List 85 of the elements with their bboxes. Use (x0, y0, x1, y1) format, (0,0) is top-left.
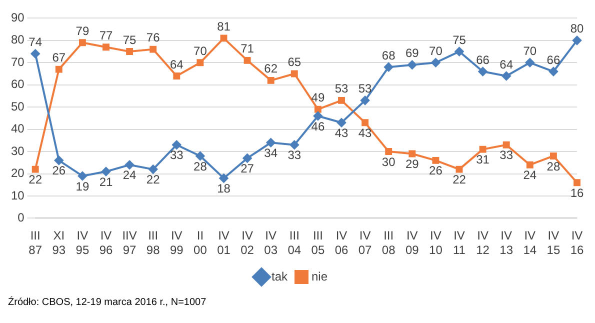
y-tick-label: 10 (10, 188, 25, 202)
legend-label: tak (271, 269, 288, 284)
x-tick-label: IV 06 (334, 228, 348, 258)
x-tick-label: IV 13 (500, 228, 514, 258)
data-label: 71 (240, 42, 254, 56)
data-label: 24 (523, 168, 537, 182)
data-label: 33 (500, 148, 514, 162)
data-label: 70 (194, 44, 208, 58)
data-label: 64 (170, 57, 184, 72)
data-label: 53 (334, 82, 348, 96)
data-label: 53 (358, 82, 372, 96)
x-tick-label: IV 02 (240, 228, 254, 258)
y-tick-label: 50 (10, 99, 25, 114)
data-label: 18 (217, 182, 231, 196)
data-label: 19 (76, 179, 90, 194)
y-tick-label: 0 (18, 210, 25, 225)
data-label: 21 (99, 174, 113, 189)
x-tick-label: IV 11 (453, 228, 466, 258)
x-tick-label: IV 15 (546, 228, 560, 258)
data-label: 28 (546, 159, 560, 174)
data-label: 33 (170, 148, 184, 162)
data-label: 24 (122, 168, 137, 182)
data-label: 26 (52, 164, 66, 178)
data-label: 22 (452, 172, 466, 187)
data-label: 75 (452, 32, 466, 47)
data-label: 70 (429, 44, 443, 58)
data-label: 43 (358, 126, 372, 140)
data-label: 75 (122, 32, 137, 47)
data-label: 29 (405, 157, 420, 172)
x-tick-label: IV 96 (99, 228, 113, 258)
data-label: 33 (288, 148, 302, 162)
data-label: 77 (99, 28, 113, 42)
x-tick-label: IV 07 (358, 228, 372, 258)
x-tick-label: XI 93 (52, 228, 66, 258)
data-label: 46 (311, 119, 325, 134)
data-label: 68 (382, 48, 396, 62)
data-label: 16 (570, 186, 584, 200)
y-tick-label: 20 (10, 166, 25, 180)
x-tick-label: IV 03 (264, 228, 278, 258)
data-label: 79 (76, 24, 90, 38)
y-tick-label: 70 (10, 54, 25, 69)
x-tick-label: III 04 (288, 228, 302, 258)
data-label: 27 (240, 162, 254, 176)
x-tick-label: IIV 97 (122, 228, 137, 258)
x-tick-label: IV 14 (523, 228, 537, 258)
data-label: 43 (334, 126, 348, 140)
data-label: 74 (28, 35, 42, 50)
data-label: 22 (28, 172, 42, 187)
x-tick-label: IV 95 (76, 228, 90, 258)
data-label: 26 (429, 164, 443, 178)
data-label: 67 (52, 50, 66, 65)
data-label: 81 (217, 20, 231, 34)
data-label: 31 (476, 152, 490, 167)
legend-label: nie (311, 269, 328, 284)
data-label: 76 (146, 30, 160, 45)
x-tick-label: III 87 (28, 228, 42, 258)
data-label: 65 (288, 55, 302, 70)
x-tick-label: III 05 (311, 228, 325, 258)
data-label: 70 (523, 44, 537, 58)
data-label: 80 (570, 22, 584, 36)
y-tick-label: 40 (10, 122, 25, 136)
data-label: 28 (194, 159, 208, 174)
data-label: 62 (264, 62, 278, 76)
data-label: 69 (405, 46, 420, 60)
x-tick-label: IV 16 (570, 228, 584, 258)
data-label: 22 (146, 172, 160, 187)
x-tick-label: III 98 (146, 228, 160, 258)
x-tick-label: IV 12 (476, 228, 490, 258)
y-tick-label: 60 (10, 77, 25, 92)
y-tick-label: 90 (10, 10, 25, 25)
x-tick-label: III 08 (382, 228, 396, 258)
y-tick-label: 30 (10, 144, 25, 158)
text: Źródło: CBOS, 12-19 marca 2016 r., N=1007 (8, 297, 208, 308)
y-tick-label: 80 (10, 32, 25, 47)
data-label: 34 (264, 146, 278, 160)
x-tick-label: IV 09 (405, 228, 420, 258)
data-label: 49 (311, 90, 325, 105)
x-tick-label: II 00 (194, 228, 208, 258)
data-label: 66 (476, 52, 490, 67)
data-label: 64 (500, 57, 514, 72)
x-tick-label: IV 99 (170, 228, 184, 258)
data-label: 66 (546, 52, 560, 67)
x-tick-label: IV 10 (429, 228, 443, 258)
x-tick-label: IV 01 (217, 228, 231, 258)
data-label: 30 (382, 154, 396, 169)
